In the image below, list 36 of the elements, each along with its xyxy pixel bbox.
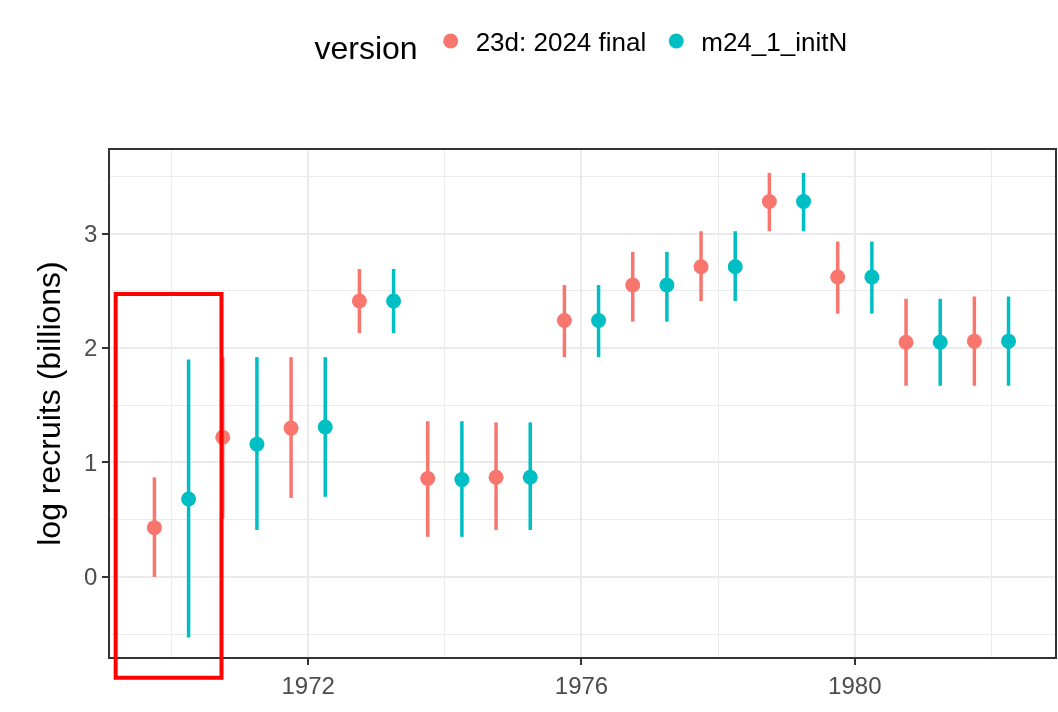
y-tick-label: 0 bbox=[84, 563, 98, 591]
point bbox=[146, 520, 162, 536]
point bbox=[898, 334, 914, 350]
point bbox=[556, 313, 572, 329]
point bbox=[625, 277, 641, 293]
point bbox=[522, 469, 538, 485]
point bbox=[1001, 333, 1017, 349]
point bbox=[283, 420, 299, 436]
point bbox=[727, 259, 743, 275]
point bbox=[351, 293, 367, 309]
point bbox=[454, 472, 470, 488]
point bbox=[591, 313, 607, 329]
point bbox=[659, 277, 675, 293]
y-tick-label: 3 bbox=[84, 219, 98, 247]
point bbox=[420, 470, 436, 486]
point bbox=[249, 436, 265, 452]
point bbox=[830, 269, 846, 285]
x-tick-label: 1972 bbox=[281, 671, 335, 699]
y-tick-label: 1 bbox=[84, 448, 98, 476]
y-axis-title: log recruits (billions) bbox=[30, 261, 67, 546]
point bbox=[932, 334, 948, 350]
point bbox=[317, 419, 333, 435]
legend-label: 23d: 2024 final bbox=[475, 27, 647, 58]
point bbox=[796, 194, 812, 209]
legend-title: version bbox=[314, 30, 418, 67]
point bbox=[181, 491, 197, 507]
y-tick-label: 2 bbox=[84, 334, 98, 362]
point bbox=[966, 333, 982, 349]
point bbox=[693, 259, 709, 275]
legend-label: m24_1_initN bbox=[701, 27, 848, 58]
x-tick-label: 1980 bbox=[828, 671, 882, 699]
x-tick-label: 1976 bbox=[554, 671, 609, 699]
point bbox=[864, 269, 880, 285]
point bbox=[488, 469, 504, 485]
point bbox=[761, 194, 777, 209]
point bbox=[386, 293, 402, 309]
